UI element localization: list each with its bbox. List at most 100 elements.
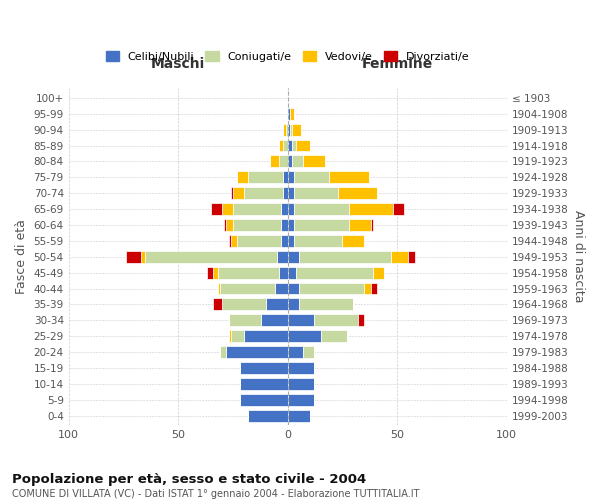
- Bar: [283, 124, 286, 136]
- Bar: [287, 172, 294, 183]
- Bar: [229, 235, 231, 247]
- Bar: [283, 172, 287, 183]
- Bar: [279, 266, 287, 278]
- Bar: [287, 124, 290, 136]
- Bar: [279, 156, 287, 168]
- Bar: [338, 187, 377, 199]
- Bar: [266, 298, 287, 310]
- Bar: [238, 172, 248, 183]
- Bar: [283, 187, 287, 199]
- Bar: [248, 410, 287, 422]
- Bar: [287, 203, 294, 215]
- Bar: [299, 282, 364, 294]
- Bar: [286, 124, 287, 136]
- Bar: [211, 203, 222, 215]
- Bar: [218, 266, 279, 278]
- Bar: [294, 172, 329, 183]
- Bar: [226, 219, 233, 231]
- Bar: [220, 346, 226, 358]
- Bar: [287, 282, 299, 294]
- Bar: [244, 187, 283, 199]
- Bar: [229, 330, 231, 342]
- Bar: [287, 266, 296, 278]
- Bar: [290, 108, 294, 120]
- Bar: [287, 156, 292, 168]
- Bar: [408, 251, 415, 262]
- Bar: [292, 124, 301, 136]
- Bar: [287, 362, 314, 374]
- Text: Maschi: Maschi: [151, 57, 205, 71]
- Bar: [314, 314, 358, 326]
- Bar: [287, 140, 292, 151]
- Bar: [393, 203, 404, 215]
- Bar: [239, 394, 287, 406]
- Bar: [299, 251, 391, 262]
- Bar: [296, 140, 310, 151]
- Bar: [244, 330, 287, 342]
- Bar: [275, 282, 287, 294]
- Bar: [222, 203, 233, 215]
- Bar: [277, 251, 287, 262]
- Bar: [231, 235, 238, 247]
- Bar: [296, 266, 373, 278]
- Bar: [391, 251, 408, 262]
- Bar: [329, 172, 369, 183]
- Bar: [303, 346, 314, 358]
- Bar: [371, 219, 373, 231]
- Bar: [294, 219, 349, 231]
- Bar: [213, 298, 222, 310]
- Bar: [287, 346, 303, 358]
- Bar: [262, 314, 287, 326]
- Text: Femmine: Femmine: [362, 57, 433, 71]
- Bar: [290, 124, 292, 136]
- Bar: [224, 219, 226, 231]
- Bar: [141, 251, 145, 262]
- Bar: [287, 378, 314, 390]
- Y-axis label: Anni di nascita: Anni di nascita: [572, 210, 585, 303]
- Bar: [279, 140, 283, 151]
- Bar: [287, 219, 294, 231]
- Bar: [231, 187, 233, 199]
- Bar: [233, 203, 281, 215]
- Bar: [226, 346, 287, 358]
- Bar: [222, 298, 266, 310]
- Bar: [239, 378, 287, 390]
- Bar: [287, 108, 290, 120]
- Bar: [270, 156, 279, 168]
- Bar: [125, 251, 141, 262]
- Bar: [229, 314, 262, 326]
- Bar: [281, 219, 287, 231]
- Bar: [287, 394, 314, 406]
- Bar: [292, 156, 303, 168]
- Bar: [206, 266, 213, 278]
- Bar: [287, 235, 294, 247]
- Bar: [233, 219, 281, 231]
- Y-axis label: Fasce di età: Fasce di età: [15, 220, 28, 294]
- Bar: [299, 298, 353, 310]
- Bar: [218, 282, 220, 294]
- Bar: [292, 140, 296, 151]
- Bar: [343, 235, 364, 247]
- Bar: [287, 187, 294, 199]
- Bar: [364, 282, 371, 294]
- Bar: [303, 156, 325, 168]
- Bar: [281, 203, 287, 215]
- Bar: [287, 410, 310, 422]
- Bar: [145, 251, 277, 262]
- Bar: [238, 235, 281, 247]
- Bar: [220, 282, 275, 294]
- Bar: [349, 203, 393, 215]
- Bar: [371, 282, 377, 294]
- Text: COMUNE DI VILLATA (VC) - Dati ISTAT 1° gennaio 2004 - Elaborazione TUTTITALIA.IT: COMUNE DI VILLATA (VC) - Dati ISTAT 1° g…: [12, 489, 419, 499]
- Bar: [281, 235, 287, 247]
- Bar: [287, 298, 299, 310]
- Bar: [349, 219, 371, 231]
- Bar: [287, 314, 314, 326]
- Bar: [239, 362, 287, 374]
- Bar: [231, 330, 244, 342]
- Bar: [294, 203, 349, 215]
- Bar: [320, 330, 347, 342]
- Bar: [287, 251, 299, 262]
- Bar: [213, 266, 218, 278]
- Bar: [373, 266, 384, 278]
